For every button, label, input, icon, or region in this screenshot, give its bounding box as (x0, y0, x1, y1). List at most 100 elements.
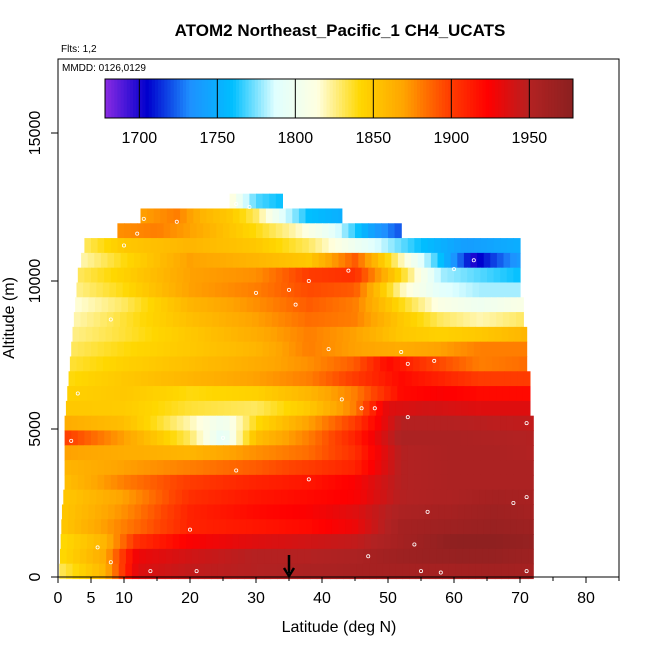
heat-cell (500, 238, 508, 254)
heat-cell (399, 489, 408, 506)
heat-cell (289, 445, 297, 461)
heat-cell (352, 297, 360, 313)
heat-cell (190, 223, 198, 239)
colorbar-swatch (245, 79, 250, 118)
heat-cell (259, 519, 267, 535)
heat-cell (443, 386, 451, 402)
heat-cell (184, 326, 192, 343)
heat-cell (91, 474, 99, 491)
heat-cell (63, 489, 71, 506)
heat-cell (279, 504, 287, 520)
heat-cell (81, 371, 89, 387)
heat-cell (282, 238, 290, 254)
heat-cell (310, 563, 318, 580)
colorbar-swatch (507, 79, 512, 118)
heat-cell (196, 430, 204, 446)
heat-cell (180, 504, 188, 520)
heat-cell (282, 223, 290, 239)
heat-cell (336, 400, 344, 417)
heat-cell (97, 474, 105, 491)
heat-cell (355, 238, 363, 254)
heat-cell (424, 519, 432, 535)
heat-cell (327, 356, 335, 372)
heat-cell (244, 326, 252, 343)
heat-cell (102, 356, 111, 372)
heat-cell (500, 430, 508, 446)
heat-cell (121, 371, 129, 387)
heat-cell (262, 267, 270, 284)
heat-cell (345, 252, 353, 269)
heat-cell (275, 341, 283, 358)
heat-cell (110, 415, 118, 432)
colorbar-swatch (339, 79, 343, 118)
heat-cell (92, 548, 101, 565)
heat-cell (469, 386, 478, 402)
heat-cell (236, 193, 244, 210)
heat-cell (237, 326, 245, 343)
heat-cell (145, 548, 153, 565)
heat-cell (465, 282, 474, 298)
heat-cell (67, 534, 75, 550)
colorbar-swatch (167, 79, 172, 118)
colorbar-swatch (173, 79, 178, 118)
colorbar-swatch (307, 79, 312, 118)
heat-cell (463, 252, 472, 269)
heat-cell (186, 252, 194, 269)
heat-cell (391, 371, 400, 387)
heat-cell (362, 563, 371, 580)
heat-cell (154, 371, 162, 387)
heat-cell (236, 267, 244, 284)
heat-cell (506, 341, 514, 358)
heat-cell (104, 474, 112, 491)
heat-cell (241, 282, 249, 298)
heat-cell (157, 223, 165, 239)
heat-cell (124, 445, 132, 461)
heat-cell (319, 504, 327, 520)
heat-cell (138, 563, 146, 580)
heat-cell (277, 548, 285, 565)
colorbar-swatch (145, 79, 150, 118)
heat-cell (278, 386, 286, 402)
heat-cell (233, 504, 241, 520)
heat-cell (114, 371, 122, 387)
heat-cell (374, 341, 382, 358)
heat-cell (521, 326, 528, 343)
heat-cell (430, 534, 438, 550)
heat-cell (99, 548, 107, 565)
heat-cell (508, 326, 516, 343)
heat-cell (149, 282, 157, 298)
heat-cell (461, 400, 470, 417)
heat-cell (278, 534, 286, 550)
colorbar-swatch (136, 79, 140, 118)
heat-cell (292, 504, 301, 520)
heat-cell (340, 489, 348, 506)
heat-cell (493, 238, 501, 254)
heat-cell (487, 430, 495, 446)
sample-point (359, 406, 364, 411)
heat-cell (341, 430, 349, 446)
heat-cell (368, 460, 376, 476)
heat-cell (193, 519, 201, 535)
heat-cell (230, 326, 239, 343)
heat-cell (193, 208, 201, 224)
heat-cell (454, 341, 462, 358)
heat-cell (226, 519, 234, 535)
heat-cell (117, 267, 125, 284)
heat-cell (256, 415, 264, 432)
heat-cell (282, 415, 290, 432)
heat-cell (452, 282, 460, 298)
heat-cell (286, 371, 294, 387)
heat-cell (190, 460, 198, 476)
heat-cell (242, 460, 250, 476)
sample-point (75, 391, 80, 396)
heat-cell (517, 371, 525, 387)
heat-cell (203, 223, 211, 239)
heat-cell (203, 430, 211, 446)
heat-cell (479, 282, 487, 298)
heat-cell (183, 460, 191, 476)
heat-cell (315, 474, 323, 491)
x-axis-label: Latitude (deg N) (282, 619, 397, 636)
heat-cell (96, 356, 104, 372)
heat-cell (141, 504, 149, 520)
heat-cell (140, 519, 148, 535)
